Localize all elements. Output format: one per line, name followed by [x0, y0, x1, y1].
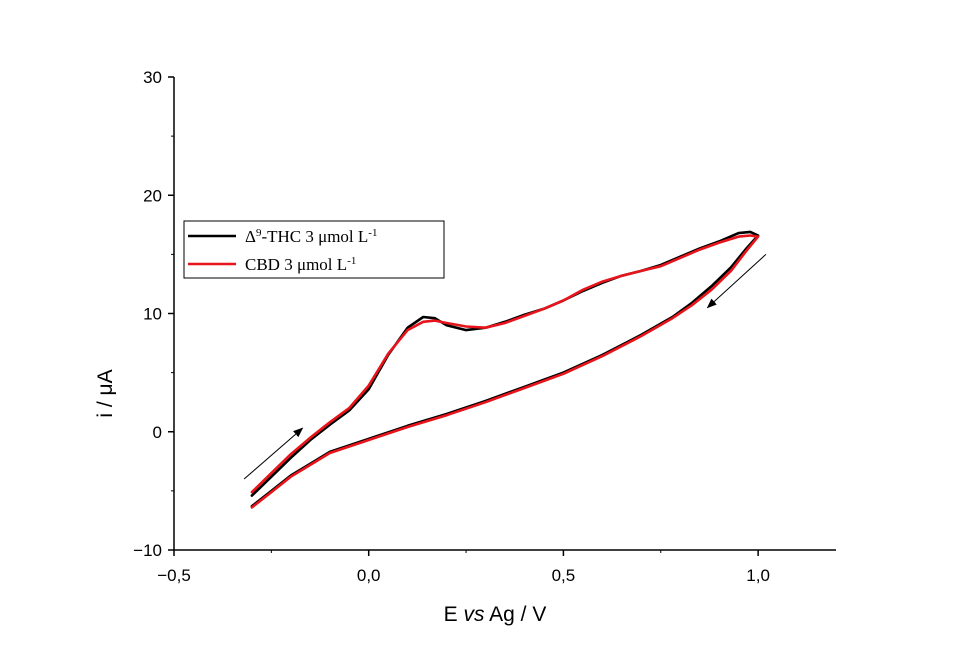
axes [173, 77, 836, 551]
legend-cbd-main: CBD 3 μmol L [245, 255, 347, 274]
y-tick-label-0: −10 [133, 541, 162, 560]
x-axis-title-prefix: E [444, 603, 464, 626]
legend-box [183, 220, 445, 279]
y-tick-label-4: 30 [143, 68, 162, 87]
y-tick-label-3: 20 [143, 186, 162, 205]
x-axis-title-suffix: Ag / V [484, 603, 546, 626]
legend-thc-rest: -THC 3 μmol L [261, 227, 368, 246]
x-tick-label-2: 0,5 [552, 566, 576, 585]
legend-thc-sup: 9 [256, 227, 262, 239]
y-axis-title: i / μA [94, 369, 117, 417]
legend-entry-cbd: CBD 3 μmol L-1 [245, 255, 356, 274]
legend-cbd-exp: -1 [347, 255, 356, 267]
x-axis-title-italic: vs [463, 603, 485, 626]
series-layer [250, 230, 760, 509]
legend-thc-exp: -1 [368, 227, 377, 239]
legend: Δ9-THC 3 μmol L-1 CBD 3 μmol L-1 [183, 220, 445, 279]
series-cbd-line [250, 234, 760, 509]
annotation-layer [243, 254, 767, 480]
legend-entry-thc: Δ9-THC 3 μmol L-1 [245, 227, 377, 246]
x-tick-label-1: 0,0 [357, 566, 381, 585]
y-tick-label-1: 0 [153, 423, 162, 442]
x-tick-label-0: −0,5 [157, 566, 191, 585]
x-axis-title: E vs Ag / V [444, 603, 547, 626]
x-tick-label-3: 1,0 [746, 566, 770, 585]
forward-scan-arrow [243, 427, 304, 480]
y-tick-label-2: 10 [143, 305, 162, 324]
legend-thc-delta: Δ [245, 227, 256, 246]
reverse-scan-arrow [706, 254, 767, 309]
tick-labels: −10 0 10 20 30 −0,5 0,0 0,5 1,0 [133, 68, 770, 585]
ticks [168, 76, 759, 556]
